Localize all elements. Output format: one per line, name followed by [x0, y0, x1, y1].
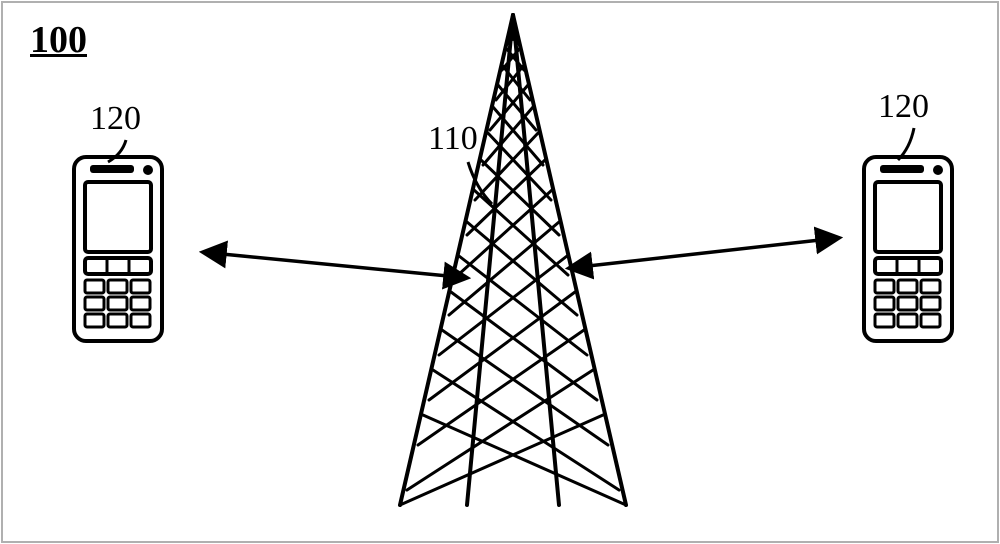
arrow-left [222, 254, 448, 276]
phone-left-icon [74, 157, 162, 341]
arrow-right [588, 240, 820, 266]
diagram-svg [0, 0, 1000, 544]
tower-icon [400, 15, 626, 505]
diagram-stage: 100 110 120 120 [0, 0, 1000, 544]
phone-right-icon [864, 157, 952, 341]
